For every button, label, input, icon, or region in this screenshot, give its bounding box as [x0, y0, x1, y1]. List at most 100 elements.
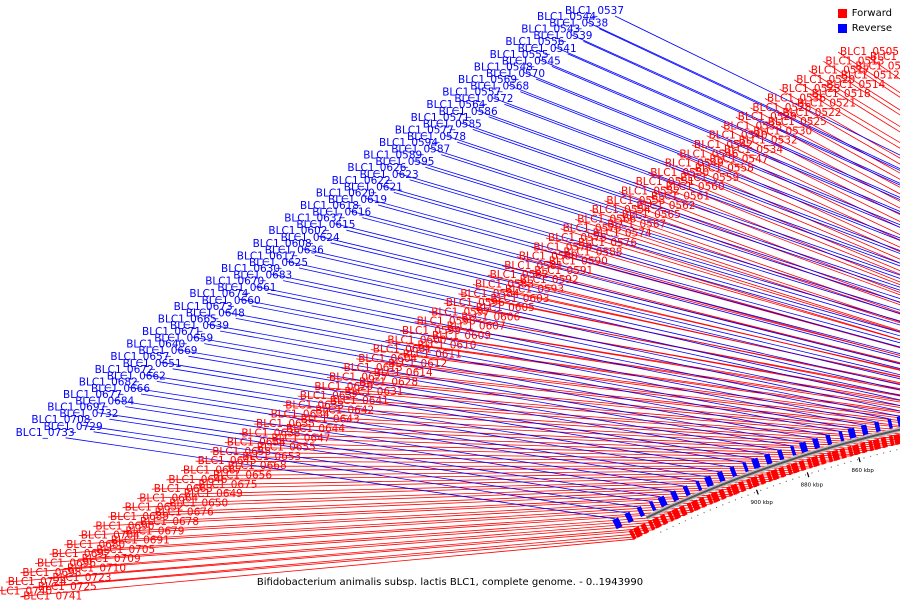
legend-label-forward: Forward: [851, 8, 892, 19]
gene-arrow: [859, 442, 868, 454]
leader-line-forward: [64, 506, 705, 546]
forward-gene-label: BLC1_0704: [81, 530, 140, 542]
reverse-gene-label: BLC1_0630: [221, 263, 280, 275]
minor-tick: [889, 450, 891, 452]
leader-line-forward: [765, 121, 900, 195]
gene-arrow: [671, 508, 682, 520]
forward-gene-label: BLC1_0581: [504, 260, 563, 272]
gene-arrow: [826, 451, 834, 463]
minor-tick: [792, 478, 794, 480]
leader-line-forward: [458, 293, 900, 384]
reverse-gene-label: BLC1_0624: [281, 232, 340, 244]
gene-arrow: [874, 421, 881, 433]
reverse-gene-label: BLC1_0674: [189, 288, 248, 300]
minor-tick: [876, 454, 878, 456]
leader-line-forward: [399, 330, 900, 407]
leader-line-reverse: [346, 229, 900, 369]
leader-line-reverse: [125, 406, 673, 492]
reverse-gene-label: BLC1_0697: [47, 402, 106, 414]
forward-gene-label: BLC1_0723: [52, 572, 111, 584]
leader-line-reverse: [302, 248, 900, 386]
reverse-gene-label: BLC1_0569: [458, 74, 517, 86]
leader-line-reverse: [456, 141, 900, 291]
forward-gene-label: BLC1_0658: [212, 446, 271, 458]
gene-arrow: [624, 511, 634, 524]
reverse-gene-label: BLC1_0545: [502, 55, 561, 67]
minor-tick: [766, 487, 768, 489]
reverse-gene-label: BLC1_0568: [470, 81, 529, 93]
minor-tick: [722, 504, 724, 506]
reverse-gene-label: BLC1_0673: [174, 301, 233, 313]
minor-tick: [850, 460, 852, 463]
leader-line-reverse: [444, 135, 900, 288]
reverse-gene-label: BLC1_0665: [158, 313, 217, 325]
reverse-gene-label: BLC1_0564: [426, 99, 485, 111]
forward-gene-label: BLC1_0554: [592, 204, 651, 216]
reverse-gene-label: BLC1_0637: [284, 213, 343, 225]
forward-gene-label: BLC1_0664: [139, 492, 198, 504]
reverse-gene-label: BLC1_0648: [186, 307, 245, 319]
leader-line-reverse: [551, 66, 900, 214]
gene-arrow: [766, 471, 773, 482]
reverse-gene-label: BLC1_0639: [170, 320, 229, 332]
forward-gene-label: BLC1_0606: [461, 311, 520, 323]
minor-tick: [804, 474, 807, 476]
forward-gene-label: BLC1_0590: [549, 256, 608, 268]
forward-gene-label: BLC1_0634: [271, 409, 330, 421]
minor-tick: [843, 462, 846, 464]
forward-swatch: [837, 9, 847, 18]
reverse-gene-label: BLC1_0619: [328, 194, 387, 206]
tick-line: [806, 472, 810, 478]
forward-gene-label: BLC1_0546: [679, 148, 738, 160]
leader-line-reverse: [365, 198, 900, 344]
leader-line-reverse: [520, 91, 900, 241]
forward-gene-label: BLC1_0561: [651, 191, 710, 203]
reverse-gene-label: BLC1_0640: [126, 339, 185, 351]
leader-line-forward: [663, 186, 900, 283]
leader-line-reverse: [191, 336, 803, 443]
leader-lines: [0, 15, 900, 597]
leader-line-reverse: [172, 368, 744, 463]
gene-arrow: [636, 506, 646, 518]
forward-gene-label: BLC1_0740: [0, 585, 52, 597]
leader-line-reverse: [93, 431, 627, 514]
leader-line-reverse: [504, 103, 900, 254]
gene-arrow: [695, 480, 703, 491]
forward-gene-label: BLC1_0604: [358, 353, 417, 365]
minor-tick: [753, 492, 756, 494]
forward-gene-label: BLC1_0584: [460, 288, 519, 300]
gene-arrow: [679, 505, 688, 517]
forward-gene-label: BLC1_0514: [826, 79, 885, 91]
leader-line-forward: [326, 377, 900, 431]
forward-gene-label: BLC1_0654: [227, 437, 286, 449]
minor-tick: [741, 496, 743, 499]
leader-line-reverse: [112, 399, 685, 487]
gene-arrow: [657, 495, 668, 508]
reverse-gene-label: BLC1_0625: [249, 257, 308, 269]
leader-line-reverse: [567, 53, 900, 201]
legend-item-forward: Forward: [837, 8, 892, 19]
leader-line-forward: [341, 367, 900, 426]
forward-gene-label: BLC1_0574: [593, 228, 652, 240]
gene-arrow: [710, 491, 721, 503]
leader-line-reverse: [586, 21, 900, 170]
forward-gene-label: BLC1_0517: [811, 65, 870, 77]
gene-arrow: [729, 466, 738, 478]
gene-arrow: [831, 449, 841, 462]
gene-arrow: [839, 447, 847, 459]
leader-line-forward: [240, 456, 832, 463]
leader-line-forward: [93, 495, 732, 527]
forward-gene-label: BLC1_0567: [607, 218, 666, 230]
forward-gene-label: BLC1_0536: [767, 93, 826, 105]
leader-line-reverse: [393, 192, 900, 337]
minor-tick: [824, 468, 826, 470]
forward-gene-label: BLC1_0710: [67, 563, 126, 575]
leader-line-forward: [166, 472, 797, 481]
forward-gene-label: BLC1_0656: [213, 470, 272, 482]
reverse-gene-label: BLC1_0541: [518, 43, 577, 55]
gene-arrow: [667, 510, 675, 522]
reverse-gene-label: BLC1_0670: [205, 276, 264, 288]
forward-gene-label: BLC1_0649: [184, 488, 243, 500]
leader-line-forward: [0, 536, 641, 592]
reverse-gene-label: BLC1_0617: [237, 250, 296, 262]
